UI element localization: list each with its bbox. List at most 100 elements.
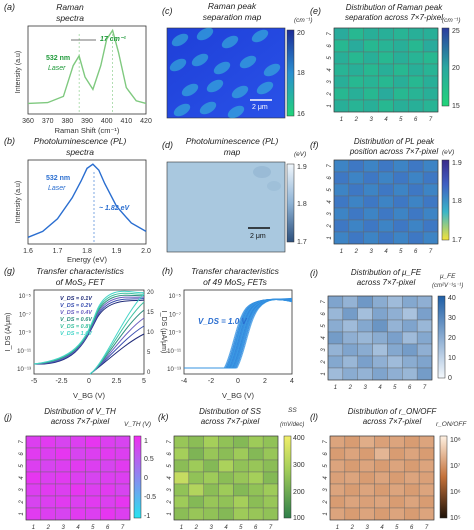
panel-title-b-1: Photoluminescence (PL) [34,136,127,146]
heatmap-l-cell-3-2 [359,471,375,485]
heatmap-j-cell-0-6 [114,435,131,449]
raman-xtick-360: 360 [22,118,34,125]
heatmap-k-cell-1-6 [262,447,279,461]
heatmap-j-cell-6-2 [55,507,71,521]
heatmap-j-cell-3-3 [70,471,86,485]
heatmap-i-cell-6-3 [372,367,388,381]
heatmap-k-cell-6-3 [218,507,234,521]
transfer-h-ytick-0: 10⁻⁵ [169,293,182,300]
pl-xtick-1.9: 1.9 [112,248,122,255]
panel-letter-a: (a) [4,2,15,12]
heatmap-i-unit-1: μ_FE [439,273,456,280]
heatmap-f: 1 1 2 2 3 3 4 4 5 5 6 6 7 7 (eV) 1.9 1.8 1.7 [327,149,462,255]
heatmap-i-cell-1-2 [357,307,373,321]
heatmap-i-ytick-3: 3 [321,348,327,352]
heatmap-k-cell-2-0 [173,459,190,473]
panel-letter-j: (j) [4,412,12,422]
transfer-g-legend-3: V_DS = 0.6V [60,317,93,323]
heatmap-k-unit-2: (mV/dec) [280,422,304,428]
raman-annot-17: 17 cm⁻¹ [100,36,127,43]
heatmap-e-xtick-3: 3 [369,117,373,123]
heatmap-e-colorbar [441,27,450,107]
heatmap-l-cell-5-3 [374,495,390,509]
transfer-h-y-ticks: 10⁻⁵ 10⁻⁷ 10⁻⁹ 10⁻¹¹ 10⁻¹³ [167,293,181,373]
transfer-g-ytick-3: 10⁻¹¹ [17,349,31,355]
heatmap-j-cell-1-5 [100,447,116,461]
heatmap-i-cell-5-0 [327,355,344,369]
heatmap-f-cell-2-2 [363,183,379,197]
heatmap-l-cell-4-6 [418,483,435,497]
heatmap-l-cell-2-6 [418,459,435,473]
pl-map-colorbar [286,163,295,243]
transfer-g-y2tick-1: 15 [147,310,154,316]
heatmap-i-cell-6-5 [402,367,418,381]
heatmap-l-cell-6-4 [389,507,405,521]
heatmap-e-cell-1-0 [333,39,350,53]
raman-ylabel: Intensity (a.u) [15,51,22,93]
heatmap-j-cell-1-4 [85,447,101,461]
heatmap-k-cells: 1 1 2 2 3 3 4 4 5 5 6 6 7 7 [167,435,279,530]
heatmap-i-ytick-4: 4 [321,336,327,340]
raman-xtick-420: 420 [140,118,152,125]
transfer-g-y2tick-3: 5 [147,350,151,356]
heatmap-l-cell-6-1 [344,507,360,521]
transfer-g-y2tick-2: 10 [147,330,154,336]
transfer-h-xtick-0: -4 [181,378,187,385]
heatmap-j-cell-1-2 [55,447,71,461]
heatmap-f-cell-3-5 [408,195,424,209]
raman-xlabel: Raman Shift (cm⁻¹) [55,126,120,135]
heatmap-k-cell-2-5 [248,459,264,473]
heatmap-l-cell-4-1 [344,483,360,497]
heatmap-f-cell-1-2 [363,171,379,185]
raman-map-spot-0 [171,33,189,47]
heatmap-l-cell-5-2 [359,495,375,509]
pl-curve-group [27,163,147,238]
heatmap-e-cell-5-4 [393,87,409,101]
heatmap-e-cell-4-0 [333,75,350,89]
heatmap-f-cell-1-3 [378,171,394,185]
heatmap-k-cell-4-2 [203,483,219,497]
heatmap-f-ctick-2: 1.7 [452,237,462,244]
heatmap-e-ytick-5: 5 [327,56,333,60]
heatmap-i-cell-4-0 [327,343,344,357]
pl-x-ticks: 1.6 1.7 1.8 1.9 2.0 [23,248,151,255]
panel-title-c-2: separation map [203,12,262,22]
heatmap-i-cell-0-5 [402,295,418,309]
heatmap-j-cell-3-4 [85,471,101,485]
heatmap-k-xtick-2: 2 [194,525,199,530]
heatmap-i-cell-6-6 [416,367,433,381]
heatmap-j-cell-5-4 [85,495,101,509]
heatmap-i-cell-0-6 [416,295,433,309]
pl-laser-nm: 532 nm [46,175,70,182]
raman-curve-group [27,28,147,114]
heatmap-i-cell-3-1 [342,331,358,345]
heatmap-f-ytick-3: 3 [327,212,333,216]
heatmap-f-cell-2-5 [408,183,424,197]
heatmap-e-cell-1-4 [393,39,409,53]
heatmap-e-cell-1-5 [408,39,424,53]
transfer-g-log-curve-3 [33,294,145,365]
panel-letter-f: (f) [310,140,319,150]
heatmap-i-cell-1-0 [327,307,344,321]
heatmap-f-xtick-2: 2 [354,249,359,255]
heatmap-j-ytick-5: 5 [19,464,25,468]
heatmap-f-cell-5-5 [408,219,424,233]
raman-map-spot-10 [206,79,224,93]
heatmap-j-xtick-1: 1 [32,525,35,530]
raman-x-ticks: 360 370 380 390 400 410 420 [22,118,152,125]
raman-map-spot-2 [221,35,239,49]
heatmap-i-cell-6-0 [327,367,344,381]
heatmap-k-cell-6-4 [233,507,249,521]
heatmap-l-cell-1-6 [418,447,435,461]
heatmap-i-cell-2-1 [342,319,358,333]
heatmap-i-cell-4-2 [357,343,373,357]
heatmap-e-xtick-4: 4 [384,117,388,123]
heatmap-l-cell-5-4 [389,495,405,509]
heatmap-e: 1 1 2 2 3 3 4 4 5 5 6 6 7 7 (cm⁻¹) 25 20 15 [327,17,461,123]
heatmap-f-cells: 1 1 2 2 3 3 4 4 5 5 6 6 7 7 [327,159,439,255]
heatmap-e-cell-2-3 [378,51,394,65]
pl-xtick-1.6: 1.6 [23,248,33,255]
heatmap-k-cell-1-1 [188,447,204,461]
heatmap-i-colorbar [437,295,446,379]
transfer-h-ytick-3: 10⁻¹¹ [167,349,181,355]
